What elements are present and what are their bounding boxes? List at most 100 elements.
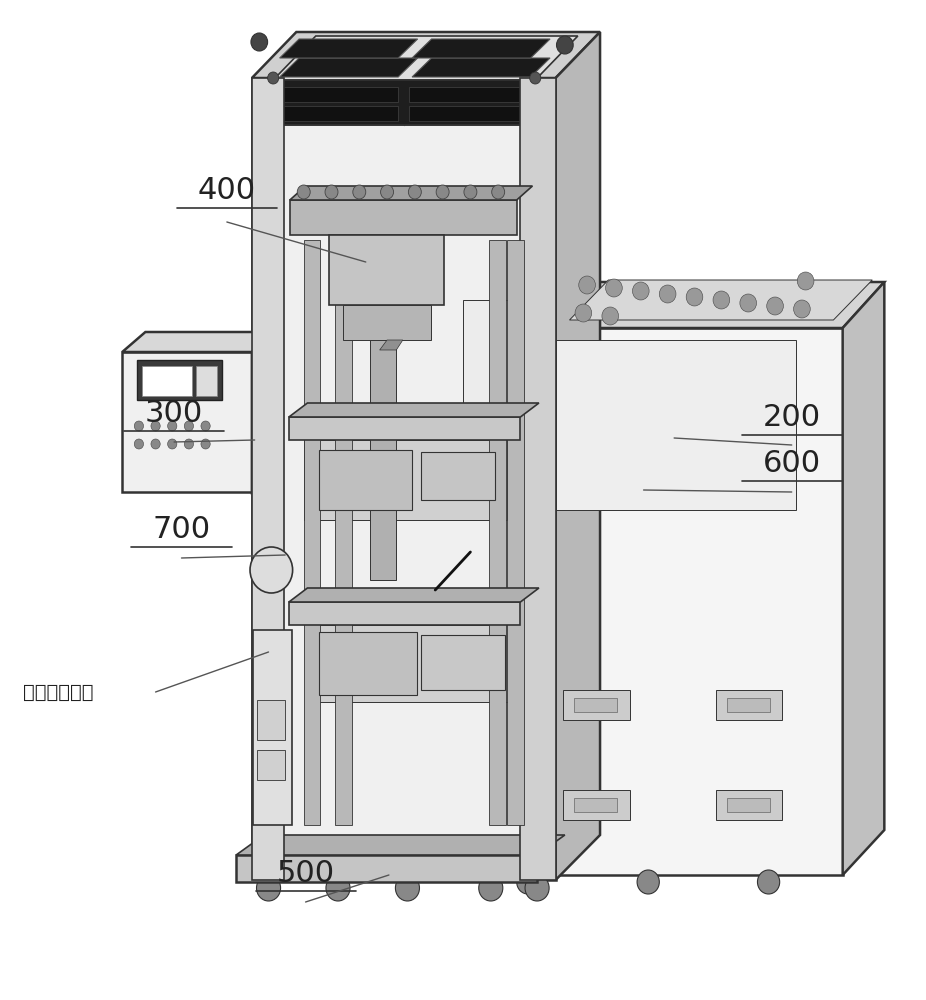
Circle shape (151, 439, 160, 449)
Polygon shape (137, 360, 222, 400)
Bar (278, 87, 398, 102)
Circle shape (134, 439, 144, 449)
Circle shape (297, 185, 310, 199)
Circle shape (492, 185, 505, 199)
Polygon shape (273, 80, 535, 125)
Circle shape (353, 185, 366, 199)
Polygon shape (306, 625, 514, 702)
Polygon shape (252, 78, 284, 880)
Circle shape (757, 870, 780, 894)
Text: 400: 400 (198, 176, 256, 205)
Circle shape (325, 185, 338, 199)
Bar (574, 798, 617, 812)
Polygon shape (380, 340, 403, 350)
Polygon shape (289, 588, 539, 602)
Polygon shape (843, 282, 884, 875)
Bar (196, 366, 217, 396)
Bar (574, 698, 617, 712)
Polygon shape (531, 285, 549, 362)
Polygon shape (122, 352, 252, 492)
Polygon shape (412, 58, 550, 77)
Text: 300: 300 (145, 399, 203, 428)
Polygon shape (335, 240, 352, 825)
Circle shape (797, 272, 814, 290)
Bar (257, 700, 285, 740)
Circle shape (168, 439, 177, 449)
Circle shape (479, 875, 503, 901)
Circle shape (557, 36, 573, 54)
Bar (278, 106, 398, 121)
Circle shape (436, 185, 449, 199)
Circle shape (408, 185, 421, 199)
Circle shape (201, 421, 210, 431)
Polygon shape (252, 32, 600, 78)
Polygon shape (563, 790, 630, 820)
Circle shape (794, 300, 810, 318)
Circle shape (151, 421, 160, 431)
Circle shape (659, 285, 676, 303)
Text: 700: 700 (153, 515, 210, 544)
Circle shape (134, 421, 144, 431)
Text: 200: 200 (763, 403, 820, 432)
Polygon shape (319, 450, 412, 510)
Polygon shape (236, 855, 537, 882)
Polygon shape (523, 328, 843, 875)
Polygon shape (122, 332, 275, 352)
Circle shape (525, 875, 549, 901)
Circle shape (713, 291, 730, 309)
Bar (142, 366, 192, 396)
Circle shape (250, 547, 293, 593)
Circle shape (686, 288, 703, 306)
Polygon shape (236, 835, 565, 855)
Polygon shape (273, 80, 535, 125)
Bar (727, 798, 770, 812)
Polygon shape (412, 39, 550, 58)
Polygon shape (304, 240, 320, 825)
Circle shape (637, 870, 659, 894)
Bar (727, 698, 770, 712)
Circle shape (381, 185, 394, 199)
Circle shape (257, 875, 281, 901)
Circle shape (632, 282, 649, 300)
Circle shape (251, 33, 268, 51)
Circle shape (517, 870, 539, 894)
Bar (409, 106, 530, 121)
Polygon shape (370, 235, 396, 580)
Polygon shape (343, 305, 431, 340)
Polygon shape (520, 78, 556, 880)
Polygon shape (421, 452, 495, 500)
Polygon shape (556, 32, 600, 880)
Circle shape (464, 185, 477, 199)
Circle shape (395, 875, 419, 901)
Circle shape (606, 279, 622, 297)
Text: 第二模具工位: 第二模具工位 (23, 682, 94, 702)
Polygon shape (507, 240, 524, 825)
Circle shape (575, 304, 592, 322)
Polygon shape (289, 417, 520, 440)
Circle shape (201, 439, 210, 449)
Polygon shape (716, 790, 782, 820)
Polygon shape (319, 632, 417, 695)
Polygon shape (556, 340, 796, 510)
Polygon shape (329, 235, 444, 305)
Circle shape (530, 72, 541, 84)
Polygon shape (280, 58, 418, 77)
Polygon shape (273, 36, 578, 80)
Polygon shape (289, 403, 539, 417)
Polygon shape (563, 690, 630, 720)
Text: 600: 600 (763, 449, 820, 478)
Polygon shape (252, 78, 556, 880)
Polygon shape (289, 602, 520, 625)
Polygon shape (280, 39, 418, 58)
Polygon shape (523, 282, 884, 328)
Polygon shape (290, 200, 517, 235)
Polygon shape (252, 332, 275, 492)
Polygon shape (569, 280, 872, 320)
Circle shape (184, 421, 194, 431)
Polygon shape (253, 630, 292, 825)
Polygon shape (290, 186, 532, 200)
Circle shape (326, 875, 350, 901)
Circle shape (740, 294, 757, 312)
Circle shape (767, 297, 783, 315)
Text: 500: 500 (277, 859, 334, 888)
